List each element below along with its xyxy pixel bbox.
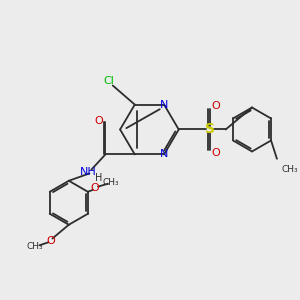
Text: N: N	[160, 149, 168, 159]
Text: O: O	[47, 236, 56, 246]
Text: O: O	[91, 183, 100, 193]
Text: O: O	[94, 116, 103, 126]
Text: CH₃: CH₃	[27, 242, 44, 251]
Text: CH₃: CH₃	[282, 165, 298, 174]
Text: NH: NH	[80, 167, 96, 177]
Text: N: N	[160, 100, 168, 110]
Text: S: S	[205, 122, 214, 136]
Text: CH₃: CH₃	[103, 178, 120, 187]
Text: O: O	[212, 101, 220, 111]
Text: Cl: Cl	[103, 76, 114, 86]
Text: O: O	[212, 148, 220, 158]
Text: H: H	[95, 173, 103, 183]
